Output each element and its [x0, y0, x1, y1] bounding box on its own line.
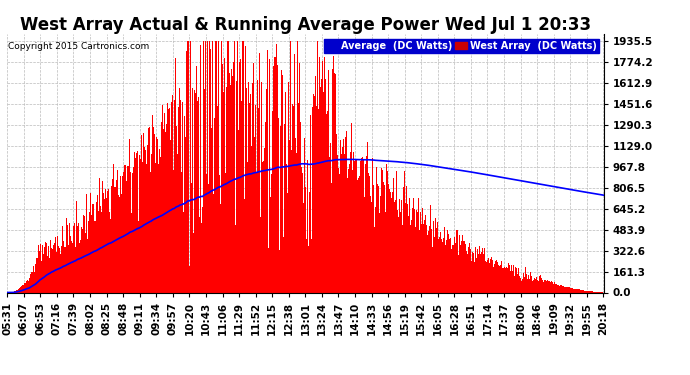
Text: Copyright 2015 Cartronics.com: Copyright 2015 Cartronics.com [8, 42, 149, 51]
Title: West Array Actual & Running Average Power Wed Jul 1 20:33: West Array Actual & Running Average Powe… [20, 16, 591, 34]
Legend: Average  (DC Watts), West Array  (DC Watts): Average (DC Watts), West Array (DC Watts… [324, 39, 599, 54]
